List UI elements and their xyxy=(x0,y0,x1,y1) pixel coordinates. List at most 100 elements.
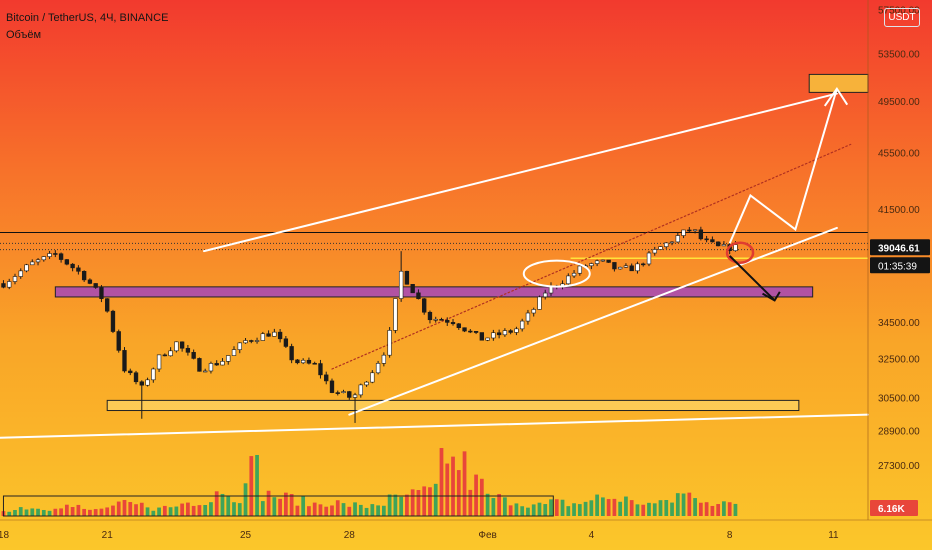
volume-bar[interactable] xyxy=(376,505,380,516)
candle-body[interactable] xyxy=(283,338,289,347)
candle-body[interactable] xyxy=(12,276,18,282)
volume-bar[interactable] xyxy=(704,502,709,516)
candle-body[interactable] xyxy=(698,229,704,240)
candle-body[interactable] xyxy=(197,358,202,372)
volume-bar[interactable] xyxy=(635,504,640,516)
volume-bar[interactable] xyxy=(347,506,352,516)
volume-bar[interactable] xyxy=(491,498,496,516)
candle-body[interactable] xyxy=(272,331,277,337)
candle-body[interactable] xyxy=(185,347,191,353)
candle-body[interactable] xyxy=(47,253,52,257)
projected-path[interactable] xyxy=(728,88,838,244)
candle-body[interactable] xyxy=(76,267,81,272)
volume-bar[interactable] xyxy=(664,500,669,516)
candle-body[interactable] xyxy=(24,264,29,272)
volume-bar[interactable] xyxy=(76,504,81,516)
volume-bar[interactable] xyxy=(335,500,340,516)
volume-bar[interactable] xyxy=(364,507,369,516)
candle-body[interactable] xyxy=(7,281,12,288)
candle-body[interactable] xyxy=(473,331,479,333)
candle-body[interactable] xyxy=(462,327,467,332)
channel-upper-line[interactable] xyxy=(203,92,838,253)
volume-bar[interactable] xyxy=(670,502,674,516)
candle-body[interactable] xyxy=(168,350,173,357)
volume-bar[interactable] xyxy=(134,504,138,516)
volume-bar[interactable] xyxy=(278,498,282,516)
candle-body[interactable] xyxy=(277,331,283,340)
projected-arrowhead[interactable] xyxy=(823,86,849,107)
volume-bar[interactable] xyxy=(601,497,605,516)
volume-bar[interactable] xyxy=(324,506,329,516)
candle-body[interactable] xyxy=(341,391,346,393)
volume-bar[interactable] xyxy=(716,504,721,516)
candle-body[interactable] xyxy=(520,320,525,330)
volume-bar[interactable] xyxy=(485,493,490,516)
volume-bar[interactable] xyxy=(353,502,357,516)
volume-indicator-label[interactable]: Объём xyxy=(6,29,42,41)
volume-bar[interactable] xyxy=(583,501,588,516)
candle-body[interactable] xyxy=(594,260,600,264)
candle-body[interactable] xyxy=(600,259,606,262)
candle-body[interactable] xyxy=(646,252,652,265)
candle-body[interactable] xyxy=(358,384,363,396)
candle-body[interactable] xyxy=(266,333,271,337)
volume-bar[interactable] xyxy=(387,494,392,516)
volume-bar[interactable] xyxy=(289,494,294,516)
candle-body[interactable] xyxy=(260,333,265,341)
volume-bar[interactable] xyxy=(606,499,611,516)
candle-body[interactable] xyxy=(174,341,179,352)
volume-bar[interactable] xyxy=(428,487,432,516)
candle-body[interactable] xyxy=(231,349,237,356)
volume-bar[interactable] xyxy=(543,504,548,516)
candle-body[interactable] xyxy=(658,246,663,250)
volume-bar[interactable] xyxy=(82,508,87,516)
volume-bar[interactable] xyxy=(722,501,726,516)
purple-zone[interactable] xyxy=(54,286,814,298)
candle-body[interactable] xyxy=(704,238,709,241)
candle-body[interactable] xyxy=(116,331,121,351)
candle-body[interactable] xyxy=(450,322,456,325)
volume-bar[interactable] xyxy=(526,507,530,516)
candle-body[interactable] xyxy=(237,342,242,350)
volume-bar[interactable] xyxy=(301,495,306,516)
volume-bar[interactable] xyxy=(399,496,404,516)
candle-body[interactable] xyxy=(427,311,433,321)
candle-body[interactable] xyxy=(692,229,698,232)
candle-body[interactable] xyxy=(87,279,93,284)
candle-body[interactable] xyxy=(537,296,542,310)
volume-bar[interactable] xyxy=(497,494,502,516)
volume-bar[interactable] xyxy=(232,502,236,516)
volume-bar[interactable] xyxy=(266,490,271,516)
candle-body[interactable] xyxy=(508,330,513,333)
candle-body[interactable] xyxy=(635,263,640,272)
volume-bar[interactable] xyxy=(520,506,525,516)
candle-body[interactable] xyxy=(669,241,675,244)
candle-body[interactable] xyxy=(81,271,87,281)
candle-body[interactable] xyxy=(151,368,156,381)
volume-bar[interactable] xyxy=(416,490,421,516)
volume-bar[interactable] xyxy=(145,507,150,516)
red-circle-marker[interactable] xyxy=(725,241,755,264)
volume-bar[interactable] xyxy=(410,489,415,516)
candle-body[interactable] xyxy=(53,253,58,255)
candle-body[interactable] xyxy=(404,270,410,285)
candle-body[interactable] xyxy=(191,352,196,359)
volume-bar[interactable] xyxy=(295,505,300,516)
volume-bar[interactable] xyxy=(451,456,455,516)
volume-bar[interactable] xyxy=(168,507,173,516)
volume-bar[interactable] xyxy=(243,483,248,516)
volume-bar[interactable] xyxy=(162,505,167,516)
candle-body[interactable] xyxy=(566,275,571,285)
candle-body[interactable] xyxy=(220,361,225,366)
volume-bar[interactable] xyxy=(191,505,196,516)
volume-bar[interactable] xyxy=(36,508,40,516)
volume-bar[interactable] xyxy=(445,463,450,516)
candle-body[interactable] xyxy=(416,292,421,300)
candle-body[interactable] xyxy=(375,363,381,374)
volume-bar[interactable] xyxy=(577,504,582,516)
candle-body[interactable] xyxy=(733,244,738,251)
candle-body[interactable] xyxy=(652,249,657,254)
candle-body[interactable] xyxy=(387,330,392,356)
candle-body[interactable] xyxy=(502,330,508,336)
candle-body[interactable] xyxy=(710,239,715,243)
